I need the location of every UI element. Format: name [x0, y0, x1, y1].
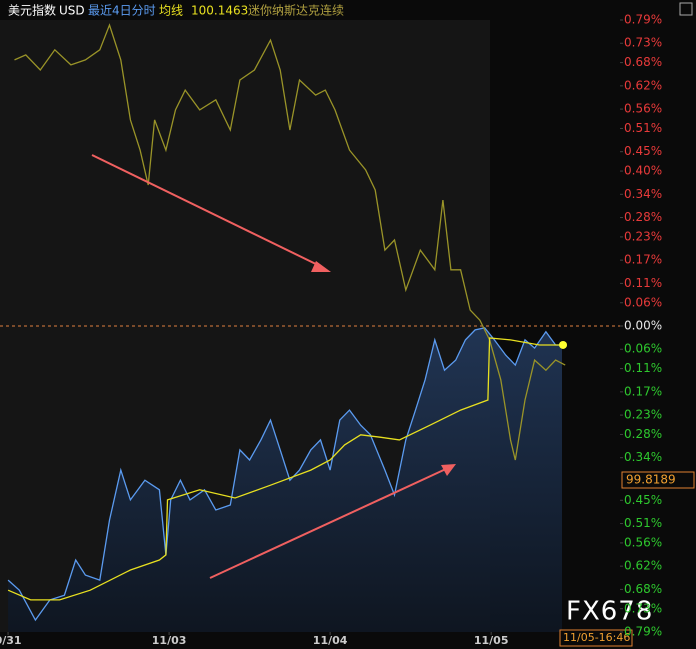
current-point: [559, 340, 568, 349]
arrow-down: [91, 154, 323, 268]
x-tick-label: 11/03: [152, 634, 187, 647]
y-tick-label: 0.68%: [624, 582, 662, 596]
y-tick-label: 0.73%: [624, 36, 662, 50]
line: [7, 337, 562, 601]
y-tick-label: 0.23%: [624, 408, 662, 422]
price-label: 99.8189: [626, 473, 676, 487]
price-box: [621, 471, 695, 489]
title: 美元指数: [8, 3, 56, 18]
arrow-head: [311, 261, 331, 272]
y-tick-label: 0.00%: [624, 319, 662, 333]
y-tick-label: 0.11%: [624, 276, 662, 290]
line: [7, 327, 562, 622]
y-tick-label: 0.34%: [624, 450, 662, 464]
symbol: USD: [59, 4, 85, 18]
y-tick-label: 0.79%: [624, 625, 662, 639]
header-bar: [0, 0, 696, 20]
y-tick-label: 0.06%: [624, 295, 662, 309]
y-tick-label: 0.56%: [624, 102, 662, 116]
y-tick-label: 0.51%: [624, 121, 662, 135]
y-tick-label: 0.28%: [624, 427, 662, 441]
x-tick-label: 0/31: [0, 634, 22, 647]
time-label: 11/05-16:46: [563, 631, 630, 644]
y-tick-label: 0.51%: [624, 516, 662, 530]
y-tick-label: 0.62%: [624, 559, 662, 573]
y-tick-label: 0.45%: [624, 144, 662, 158]
y-tick-label: 0.11%: [624, 361, 662, 375]
time-box: [559, 629, 633, 647]
current-price: 100.1463: [191, 4, 248, 18]
y-tick-label: 0.28%: [624, 210, 662, 224]
watermark: FX678: [566, 597, 653, 627]
arrow-head: [441, 464, 456, 476]
y-tick-label: 0.79%: [624, 13, 662, 27]
y-tick-label: 0.62%: [624, 78, 662, 92]
y-tick-label: 0.06%: [624, 342, 662, 356]
y-tick-label: 0.34%: [624, 187, 662, 201]
y-tick-label: 0.56%: [624, 535, 662, 549]
y-tick-label: 0.17%: [624, 384, 662, 398]
line: [14, 23, 566, 461]
legend-nasdaq: 迷你纳斯达克连续: [248, 3, 344, 18]
arrow-up: [209, 467, 449, 579]
y-tick-label: 0.40%: [624, 164, 662, 178]
y-tick-label: 0.45%: [624, 493, 662, 507]
y-tick-label: 0.17%: [624, 253, 662, 267]
subtitle: 最近4日分时: [88, 4, 156, 18]
y-tick-label: 0.23%: [624, 229, 662, 243]
x-tick-label: 11/04: [313, 634, 348, 647]
legend-average: 均线: [159, 4, 183, 18]
plot: [0, 23, 696, 632]
y-tick-label: 0.68%: [624, 55, 662, 69]
settings-icon[interactable]: [679, 2, 693, 16]
x-tick-label: 11/05: [474, 634, 509, 647]
axis-panel: [620, 20, 696, 632]
y-tick-label: 0.73%: [624, 601, 662, 615]
